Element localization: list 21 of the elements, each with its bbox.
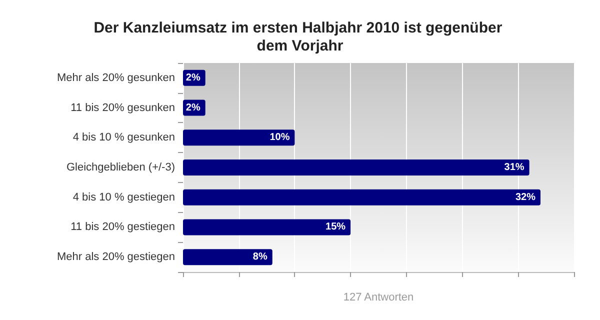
y-tick-label: 4 bis 10 % gesunken [72,132,175,144]
bar [183,130,295,146]
data-label: 10% [270,132,290,144]
y-tick-label: 11 bis 20% gestiegen [70,221,175,234]
y-tick-label: Gleichgeblieben (+/-3) [66,162,175,174]
y-tick-label: 4 bis 10 % gestiegen [72,191,175,204]
data-label: 2% [186,102,200,114]
y-tick-label: 11 bis 20% gesunken [70,102,175,114]
chart-title: Der Kanzleiumsatz im ersten Halbjahr 2010 ist gegenüber dem Vorjahr [94,20,506,54]
bar [183,160,530,176]
data-label: 8% [252,252,268,263]
x-axis-title: 127 Antworten [343,292,414,304]
data-label: 32% [515,192,536,203]
bar [183,249,272,266]
bar [183,189,540,206]
bar [183,219,351,236]
y-tick-label: Mehr als 20% gesunken [56,72,175,84]
data-label: 2% [186,72,200,84]
data-label: 31% [504,162,524,173]
data-label: 15% [326,222,346,233]
y-tick-label: Mehr als 20% gestiegen [56,251,175,264]
